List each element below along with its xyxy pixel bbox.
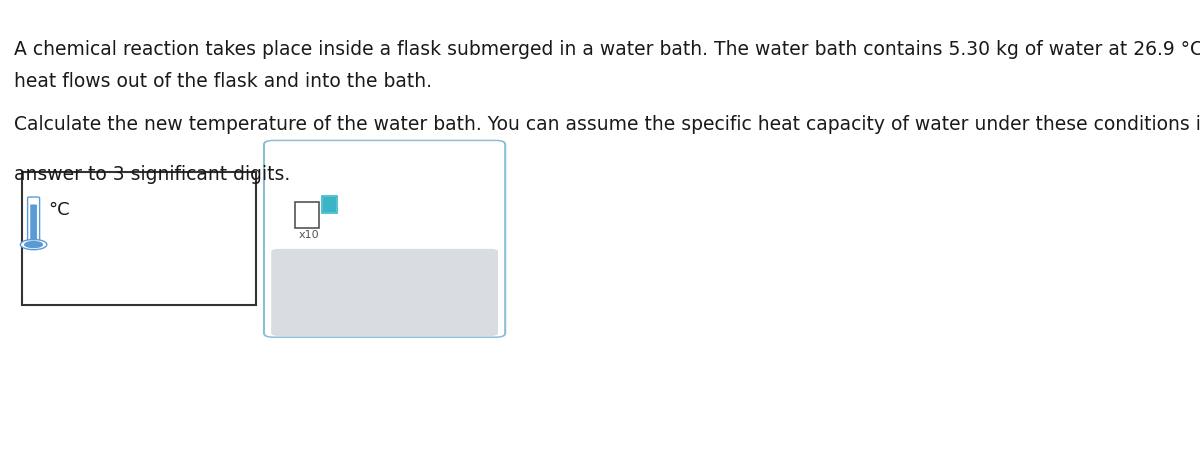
Text: °C: °C (48, 200, 70, 219)
Text: heat flows out of the flask and into the bath.: heat flows out of the flask and into the… (14, 72, 432, 91)
Text: Calculate the new temperature of the water bath. You can assume the specific hea: Calculate the new temperature of the wat… (14, 116, 1200, 135)
Text: x10: x10 (299, 230, 319, 240)
Text: A chemical reaction takes place inside a flask submerged in a water bath. The wa: A chemical reaction takes place inside a… (14, 40, 1200, 59)
Text: ?: ? (438, 284, 450, 304)
Text: X: X (318, 284, 332, 304)
Text: ↺: ↺ (376, 284, 394, 304)
Text: answer to 3 significant digits.: answer to 3 significant digits. (14, 165, 290, 185)
